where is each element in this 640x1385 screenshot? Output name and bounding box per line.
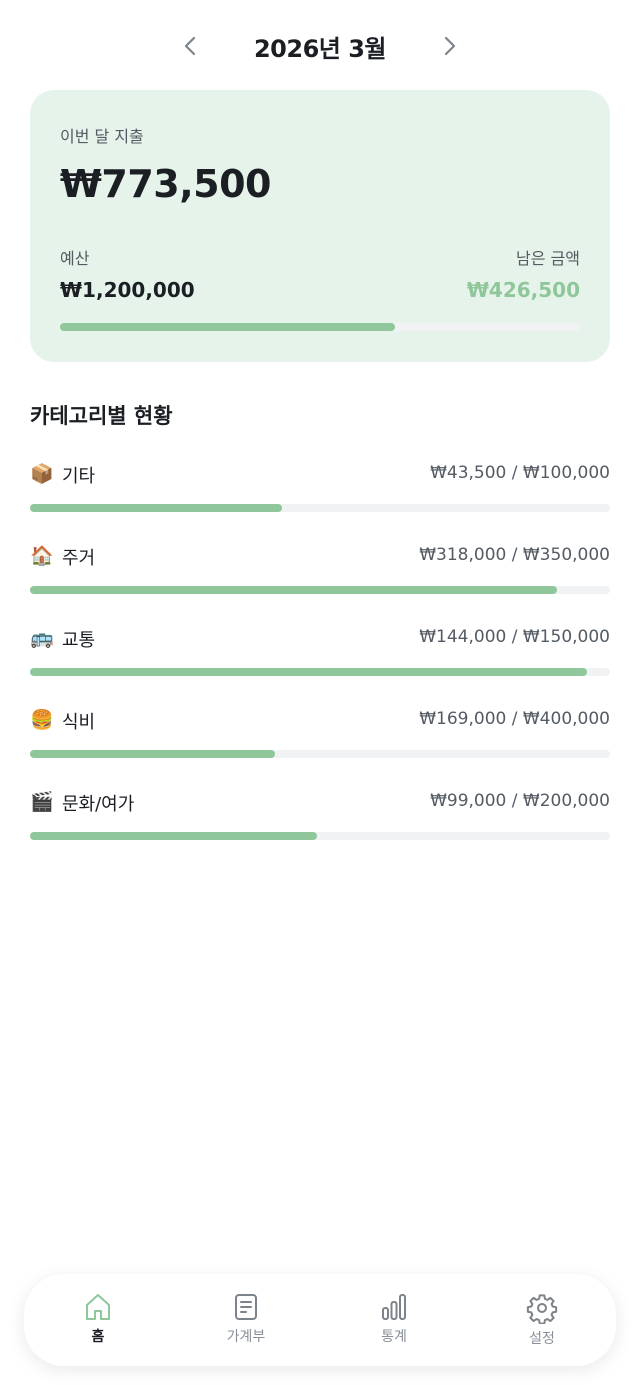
category-row[interactable]: 🚌 교통 ₩144,000 / ₩150,000 (30, 624, 610, 684)
chevron-right-icon (444, 36, 456, 56)
bottom-tab-bar: 홈 가계부 통계 설정 (24, 1274, 616, 1366)
category-row[interactable]: 🎬 문화/여가 ₩99,000 / ₩200,000 (30, 788, 610, 848)
category-progress-fill (30, 832, 318, 840)
category-name: 기타 (62, 466, 96, 487)
home-icon (86, 1294, 110, 1320)
bar-chart-icon (382, 1294, 406, 1320)
chevron-left-icon (184, 36, 196, 56)
category-progress-fill (30, 750, 276, 758)
category-name: 주거 (62, 548, 96, 569)
remaining-label: 남은 금액 (516, 249, 580, 268)
month-title: 2026년 3월 (253, 34, 387, 63)
category-row[interactable]: 📦 기타 ₩43,500 / ₩100,000 (30, 460, 610, 520)
category-progress-fill (30, 504, 283, 512)
budget-label: 예산 (60, 249, 90, 268)
tab-home[interactable]: 홈 (24, 1274, 172, 1366)
category-icon: 🏠 (30, 545, 54, 567)
monthly-summary-card: 이번 달 지출 ₩773,500 예산 남은 금액 ₩1,200,000 ₩42… (30, 90, 610, 362)
tab-label: 설정 (529, 1331, 555, 1347)
category-icon: 🍔 (30, 709, 54, 731)
month-header: 2026년 3월 (0, 24, 640, 68)
budget-progress-bar (60, 323, 580, 331)
category-progress-fill (30, 586, 558, 594)
spent-amount: ₩773,500 (60, 162, 272, 206)
category-row[interactable]: 🏠 주거 ₩318,000 / ₩350,000 (30, 542, 610, 602)
section-title: 카테고리별 현황 (30, 404, 173, 428)
prev-month-button[interactable] (160, 24, 220, 68)
category-progress-bar (30, 832, 610, 840)
tab-settings[interactable]: 설정 (468, 1274, 616, 1366)
category-name: 교통 (62, 630, 96, 651)
category-progress-bar (30, 750, 610, 758)
category-icon: 🚌 (30, 627, 54, 649)
category-icon: 🎬 (30, 791, 54, 813)
category-icon: 📦 (30, 463, 54, 485)
budget-progress-fill (60, 323, 396, 331)
category-progress-bar (30, 504, 610, 512)
category-amount: ₩144,000 / ₩150,000 (419, 627, 610, 647)
document-icon (235, 1294, 257, 1320)
category-amount: ₩318,000 / ₩350,000 (419, 545, 610, 565)
budget-amount: ₩1,200,000 (60, 278, 195, 302)
tab-ledger[interactable]: 가계부 (172, 1274, 320, 1366)
tab-label: 홈 (91, 1329, 105, 1345)
category-progress-fill (30, 668, 587, 676)
tab-stats[interactable]: 통계 (320, 1274, 468, 1366)
category-amount: ₩169,000 / ₩400,000 (419, 709, 610, 729)
category-amount: ₩43,500 / ₩100,000 (430, 463, 610, 483)
category-amount: ₩99,000 / ₩200,000 (430, 791, 610, 811)
category-row[interactable]: 🍔 식비 ₩169,000 / ₩400,000 (30, 706, 610, 766)
tab-label: 가계부 (226, 1329, 266, 1345)
next-month-button[interactable] (420, 24, 480, 68)
category-name: 식비 (62, 712, 96, 733)
spent-label: 이번 달 지출 (60, 127, 144, 146)
category-name: 문화/여가 (62, 794, 135, 815)
gear-icon (526, 1294, 558, 1324)
remaining-amount: ₩426,500 (466, 278, 580, 302)
tab-label: 통계 (381, 1329, 407, 1345)
category-progress-bar (30, 586, 610, 594)
category-progress-bar (30, 668, 610, 676)
